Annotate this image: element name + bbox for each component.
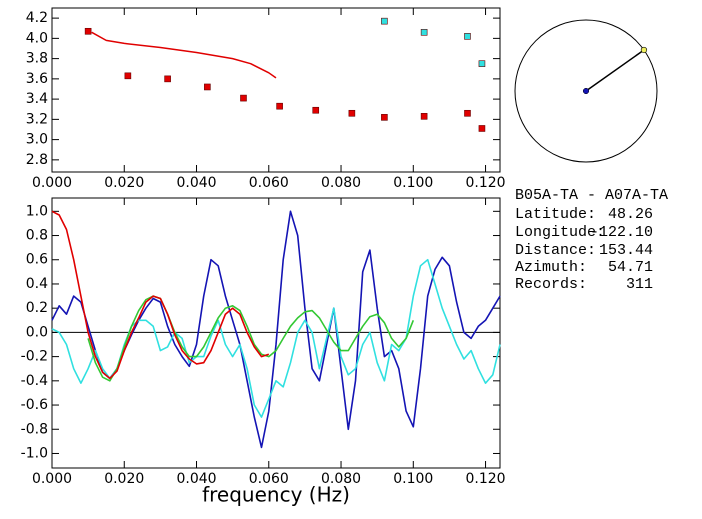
x-tick-label: 0.060 — [249, 175, 289, 191]
marker — [348, 109, 356, 117]
plot-frame — [51, 197, 501, 469]
x-tick-label: 0.100 — [393, 471, 433, 487]
info-value: -122.10 — [590, 224, 653, 241]
y-tick-label: 4.0 — [26, 30, 48, 46]
y-tick-label: -0.4 — [21, 373, 48, 389]
marker — [464, 33, 471, 40]
x-tick-label: 0.080 — [321, 175, 361, 191]
info-value: 48.26 — [608, 206, 653, 223]
series-line — [51, 210, 501, 449]
info-value: 54.71 — [608, 259, 653, 276]
info-value: 153.44 — [599, 242, 653, 259]
station-pair: B05A-TA - A07A-TA — [515, 187, 668, 204]
marker — [204, 83, 211, 91]
x-tick-label: 0.060 — [249, 471, 289, 487]
info-label: Azimuth: — [515, 259, 587, 276]
y-tick-label: 0.2 — [26, 300, 48, 316]
y-tick-label: 3.4 — [26, 91, 48, 107]
marker — [420, 28, 428, 36]
x-axis-label: frequency (Hz) — [202, 483, 350, 507]
y-tick-label: 2.8 — [26, 152, 48, 168]
series-line — [91, 31, 277, 79]
y-tick-label: 0.0 — [26, 324, 48, 340]
station-dot — [582, 87, 590, 95]
info-value: 311 — [626, 276, 653, 293]
info-label: Latitude: — [515, 206, 596, 223]
y-tick-label: 3.2 — [26, 111, 48, 127]
plot-frame — [51, 7, 501, 173]
x-tick-label: 0.080 — [321, 471, 361, 487]
marker — [478, 60, 486, 67]
marker — [312, 106, 320, 114]
y-tick-label: 3.8 — [26, 51, 48, 67]
marker — [84, 27, 92, 35]
x-tick-label: 0.040 — [176, 175, 216, 191]
marker — [124, 72, 132, 80]
x-tick-label: 0.100 — [393, 175, 433, 191]
y-tick-label: -1.0 — [21, 445, 48, 461]
x-tick-label: 0.000 — [32, 175, 72, 191]
info-label: Distance: — [515, 242, 596, 259]
x-tick-label: 0.120 — [466, 471, 506, 487]
x-tick-label: 0.120 — [466, 175, 506, 191]
marker — [276, 102, 283, 110]
marker — [381, 114, 388, 121]
series-line — [51, 210, 270, 380]
x-tick-label: 0.040 — [176, 471, 216, 487]
x-tick-label: 0.020 — [104, 471, 144, 487]
marker — [464, 109, 471, 117]
series-line — [87, 295, 415, 382]
y-tick-label: -0.8 — [21, 421, 48, 437]
y-tick-label: 0.6 — [26, 252, 48, 268]
marker — [164, 75, 171, 83]
y-tick-label: 1.0 — [26, 203, 48, 219]
x-tick-label: 0.000 — [32, 471, 72, 487]
marker — [420, 113, 428, 120]
y-tick-label: 3.0 — [26, 132, 48, 148]
info-label: Longitude: — [515, 224, 605, 241]
marker — [240, 94, 247, 102]
y-tick-label: 3.6 — [26, 71, 48, 87]
y-tick-label: 0.4 — [26, 276, 48, 292]
azimuth-circle — [514, 19, 658, 163]
y-tick-label: -0.6 — [21, 397, 48, 413]
azimuth-line — [585, 49, 645, 92]
info-label: Records: — [515, 276, 587, 293]
x-tick-label: 0.020 — [104, 175, 144, 191]
y-tick-label: 4.2 — [26, 10, 48, 26]
marker — [381, 17, 388, 25]
y-tick-label: -0.2 — [21, 349, 48, 365]
y-tick-label: 0.8 — [26, 228, 48, 244]
marker — [478, 125, 486, 132]
azimuth-dot — [640, 46, 648, 54]
